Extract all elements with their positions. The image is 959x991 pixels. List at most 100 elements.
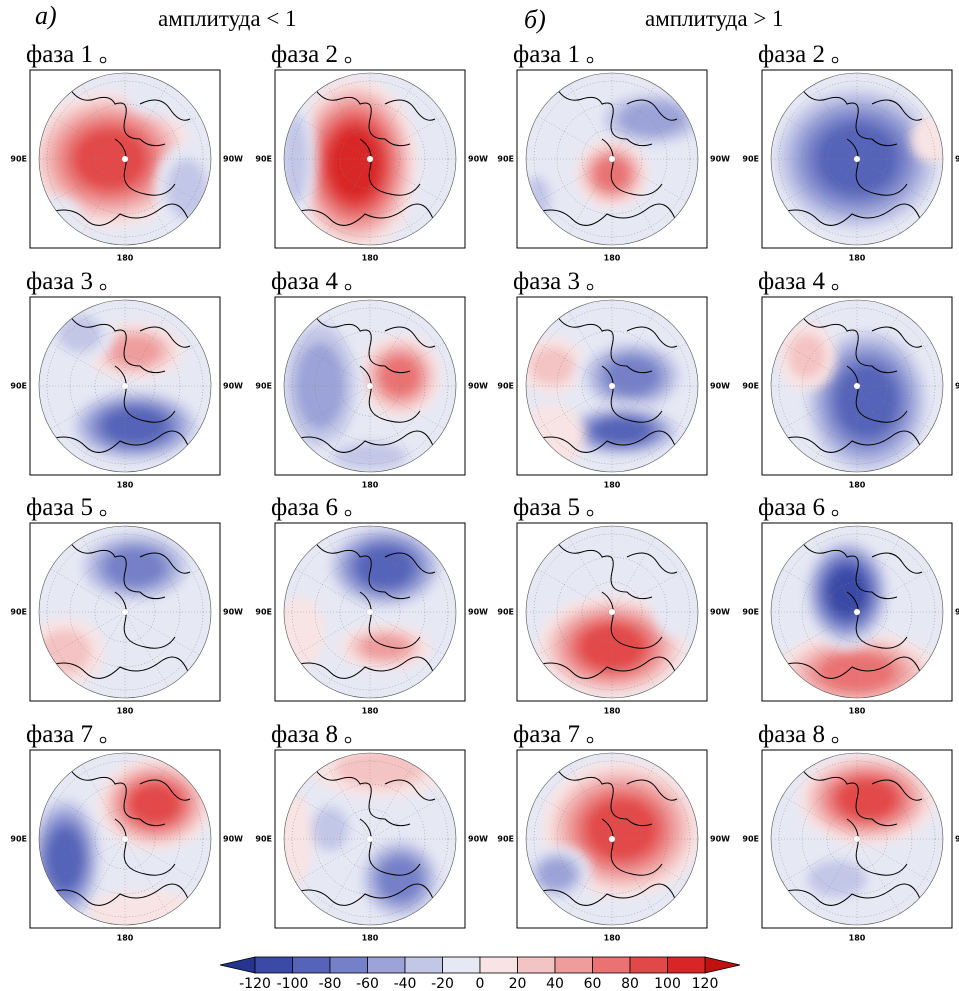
meridian-line xyxy=(295,795,371,840)
title-marker xyxy=(831,283,839,291)
axis-label: 90W xyxy=(710,835,730,844)
meridian-line xyxy=(856,385,901,461)
frame-circle xyxy=(770,525,944,699)
meridian-line xyxy=(295,158,371,203)
axis-label: 90E xyxy=(255,608,272,617)
pole-dot xyxy=(854,836,860,842)
map-panel: 90E 90W 180 фаза 5 xyxy=(10,494,243,716)
coastline xyxy=(531,768,678,906)
map-field xyxy=(771,300,943,472)
frame-circle xyxy=(38,299,212,473)
colorbar-tick-label: -80 xyxy=(319,976,342,991)
frame-circle xyxy=(770,299,944,473)
axis-label: 90E xyxy=(742,382,759,391)
anomaly-contour xyxy=(378,857,422,901)
meridian-line xyxy=(611,311,656,387)
panel-title: фаза 3 xyxy=(26,268,93,295)
colorbar-tick-label: -100 xyxy=(277,976,309,991)
coastline xyxy=(44,315,191,453)
axis-label: 180 xyxy=(604,707,621,716)
axis-label: 180 xyxy=(117,707,134,716)
meridian-line xyxy=(813,385,858,461)
colorbar-tick-label: 120 xyxy=(692,976,719,991)
meridian-line xyxy=(369,84,414,160)
meridian-line xyxy=(369,838,445,883)
anomaly-field xyxy=(791,753,936,908)
colorbar-segment xyxy=(667,956,706,974)
colorbar-segment xyxy=(404,956,443,974)
meridian-line xyxy=(369,611,445,656)
meridian-line xyxy=(81,84,126,160)
meridian-line xyxy=(124,342,200,387)
meridian-line xyxy=(50,795,126,840)
meridian-line xyxy=(124,838,200,883)
anomaly-contour xyxy=(529,347,575,385)
anomaly-contour xyxy=(807,860,867,898)
meridian-line xyxy=(326,385,371,461)
anomaly-contour xyxy=(328,127,382,201)
pole-dot xyxy=(367,383,373,389)
coastline xyxy=(776,541,923,679)
meridian-line xyxy=(124,84,169,160)
panel-title: фаза 4 xyxy=(758,268,826,295)
map-panel: 90E 90W 180 фаза 7 xyxy=(10,721,243,943)
colorbar-tick-label: 40 xyxy=(546,976,564,991)
colorbar-segment xyxy=(479,956,518,974)
meridian-line xyxy=(568,311,613,387)
axis-label: 90W xyxy=(955,382,959,391)
coastline xyxy=(531,541,678,679)
meridian-line xyxy=(50,158,126,203)
anomaly-contour xyxy=(360,634,410,660)
axis-label: 90E xyxy=(10,382,27,391)
meridian-line xyxy=(369,311,414,387)
panel-title: фаза 1 xyxy=(26,41,93,68)
axis-label: 90W xyxy=(468,608,488,617)
meridian-line xyxy=(369,158,414,234)
title-marker xyxy=(99,56,107,64)
map-panel: 90E 90W 180 фаза 7 xyxy=(497,721,730,943)
map-panel: 90E 90W 180 фаза 8 xyxy=(742,721,959,943)
pole-dot xyxy=(609,383,615,389)
meridian-line xyxy=(124,385,169,461)
axis-label: 90W xyxy=(710,155,730,164)
axis-label: 90W xyxy=(955,608,959,617)
axis-label: 180 xyxy=(362,934,379,943)
axis-label: 90E xyxy=(497,155,514,164)
meridian-line xyxy=(50,568,126,613)
title-marker xyxy=(344,736,352,744)
meridian-line xyxy=(124,795,200,840)
panel-title: фаза 5 xyxy=(26,494,93,521)
anomaly-contour xyxy=(311,806,349,852)
colorbar-segment xyxy=(592,956,631,974)
map-panel: 90E 90W 180 фаза 2 xyxy=(742,41,959,263)
title-marker xyxy=(586,736,594,744)
map-panel: 90E 90W 180 фаза 5 xyxy=(497,494,730,716)
anomaly-field xyxy=(537,527,698,698)
anomaly-contour xyxy=(109,335,161,367)
meridian-line xyxy=(326,158,371,234)
meridian-line xyxy=(369,795,445,840)
axis-label: 180 xyxy=(362,481,379,490)
axis-label: 90E xyxy=(255,835,272,844)
panel-title: фаза 5 xyxy=(513,494,580,521)
frame-circle xyxy=(38,72,212,246)
frame-circle xyxy=(38,752,212,926)
axis-label: 90E xyxy=(255,155,272,164)
axis-label: 180 xyxy=(117,934,134,943)
colorbar-segment xyxy=(442,956,481,974)
map-panel: 90E 90W 180 фаза 4 xyxy=(742,268,959,490)
map-panel: 90E 90W 180 фаза 6 xyxy=(255,494,488,716)
panel-title: фаза 6 xyxy=(758,494,825,521)
colorbar-segment xyxy=(554,956,593,974)
title-marker xyxy=(831,736,839,744)
meridian-line xyxy=(50,611,126,656)
colorbar-tick-label: 60 xyxy=(584,976,602,991)
coastline xyxy=(776,768,923,906)
meridian-line xyxy=(369,115,445,160)
meridian-line xyxy=(124,158,200,203)
coastline xyxy=(776,315,923,453)
anomaly-field xyxy=(778,320,936,472)
anomaly-contour xyxy=(593,418,651,444)
pole-dot xyxy=(122,156,128,162)
